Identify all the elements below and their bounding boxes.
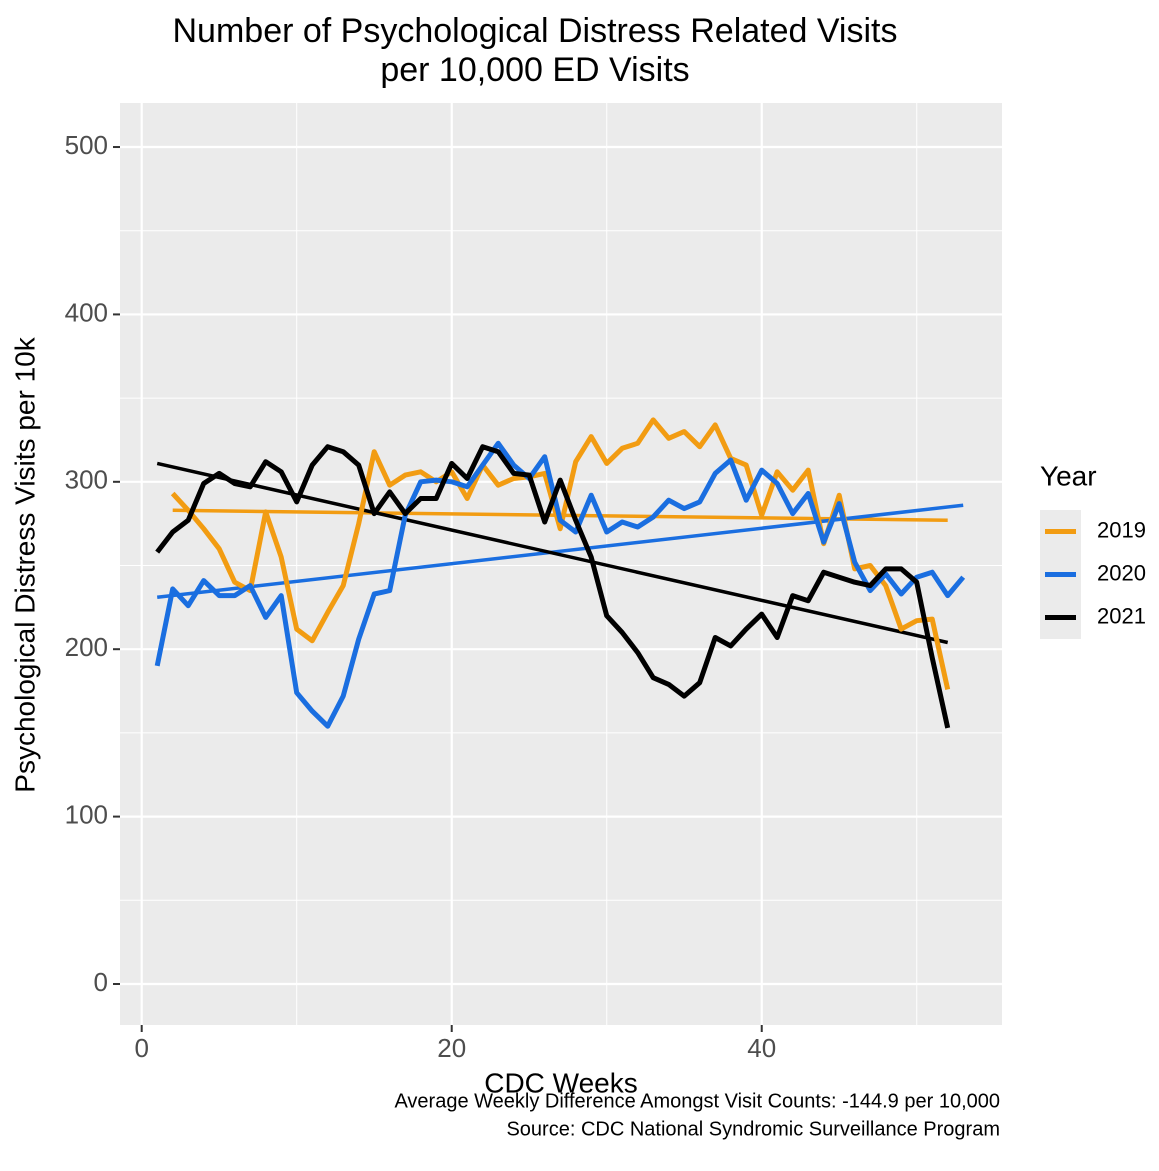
legend-label: 2019 <box>1097 517 1146 542</box>
legend-title: Year <box>1040 460 1097 491</box>
data-line <box>155 444 951 729</box>
y-tick-label: 0 <box>94 967 108 997</box>
caption: Source: CDC National Syndromic Surveilla… <box>506 1118 1000 1140</box>
legend-label: 2021 <box>1097 603 1146 628</box>
trend-line <box>156 461 949 645</box>
x-axis-label: CDC Weeks <box>484 1067 638 1098</box>
x-tick-label: 40 <box>747 1033 776 1063</box>
y-tick-label: 400 <box>65 297 108 327</box>
x-tick-label: 20 <box>437 1033 466 1063</box>
caption: Average Weekly Difference Amongst Visit … <box>394 1090 1000 1112</box>
y-axis-label: Psychological Distress Visits per 10k <box>9 336 40 792</box>
chart-title: Number of Psychological Distress Related… <box>173 12 898 50</box>
x-tick-label: 0 <box>134 1033 148 1063</box>
y-tick-label: 200 <box>65 632 108 662</box>
data-line <box>154 440 966 729</box>
y-tick-label: 500 <box>65 130 108 160</box>
legend-label: 2020 <box>1097 560 1146 585</box>
chart-title: per 10,000 ED Visits <box>380 51 689 89</box>
y-tick-label: 300 <box>65 465 108 495</box>
y-tick-label: 100 <box>65 799 108 829</box>
